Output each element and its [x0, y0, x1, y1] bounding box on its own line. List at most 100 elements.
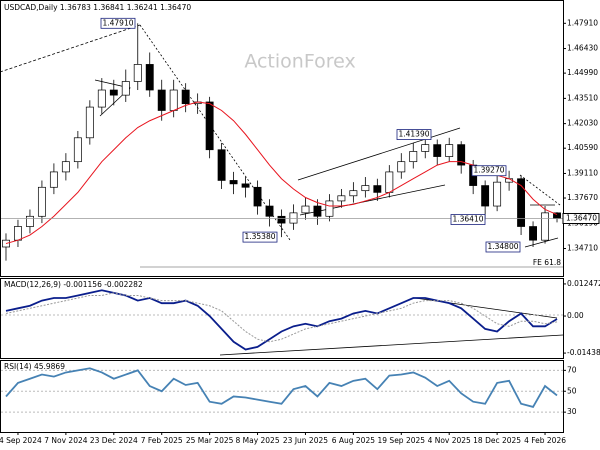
candle-body [169, 89, 178, 111]
annotation-box [396, 129, 432, 140]
candle-body [253, 186, 262, 207]
y-tick-label: 70 [567, 365, 577, 374]
rsi-panel [0, 360, 564, 433]
candle-body [289, 212, 298, 224]
last-price-box [562, 212, 600, 224]
y-tick-label: 1.34710 [567, 244, 598, 253]
x-tick-label: 19 Sep 2025 [378, 436, 426, 445]
triangle [94, 79, 131, 117]
y-tick-label: 1.46430 [567, 44, 598, 53]
candle-body [181, 89, 190, 105]
x-tick-label: 4 Nov 2025 [428, 436, 471, 445]
candle-body [26, 215, 34, 227]
annotation-label: 1.36410 [452, 215, 483, 224]
candle-body [241, 183, 250, 188]
candle-body [529, 226, 537, 241]
candle-body [385, 171, 394, 193]
candle-body [265, 205, 274, 217]
y-tick-label: 30 [567, 407, 577, 416]
candle-body [301, 205, 310, 214]
candle-body [157, 89, 166, 111]
candle-body [14, 226, 22, 241]
y-tick-label: 1.43510 [567, 93, 598, 102]
candle-body [517, 178, 526, 227]
candle-body [541, 212, 549, 241]
y-tick-label: 0.012472 [567, 279, 600, 288]
candle-body [61, 161, 70, 173]
candle-body [217, 149, 226, 181]
channel-line [297, 127, 461, 181]
y-tick-label: 1.47910 [567, 18, 598, 27]
x-tick-label: 25 Mar 2025 [186, 436, 234, 445]
annotation-label: 1.39270 [473, 166, 504, 175]
candle-body [445, 144, 454, 157]
indicator-line [5, 292, 558, 343]
annotation-box [100, 17, 136, 29]
x-tick-label: 23 Jun 2025 [283, 436, 328, 445]
annotation-box [450, 214, 486, 225]
candle-body [421, 144, 430, 152]
candle-body [277, 215, 286, 224]
candle-body [97, 89, 106, 108]
y-tick-label: 1.37670 [567, 193, 598, 202]
x-tick-label: 7 Feb 2025 [141, 436, 183, 445]
y-tick-label: -0.014389 [567, 348, 600, 357]
annotation-label: 1.47910 [102, 18, 133, 27]
y-tick-label: 1.40590 [567, 143, 598, 152]
candle-body [481, 185, 490, 207]
candle-body [325, 200, 334, 217]
indicator-line [5, 289, 558, 351]
macd-trendline [219, 334, 564, 356]
x-tick-label: 8 May 2025 [235, 436, 279, 445]
candle-body [145, 64, 154, 91]
panel-title: USDCAD,Daily 1.36783 1.36841 1.36241 1.3… [4, 3, 191, 12]
candle-body [73, 137, 82, 163]
trendline [519, 174, 561, 206]
candle-body [349, 190, 358, 197]
y-tick-label: 1.42030 [567, 119, 598, 128]
y-tick-label: 1.44990 [567, 68, 598, 77]
panel-title: RSI(14) 45.9869 [4, 362, 65, 371]
candle-body [433, 144, 442, 157]
annotation-label: 1.34800 [487, 242, 518, 251]
candle-body [409, 151, 418, 163]
price-panel [0, 0, 564, 277]
candle-body [49, 171, 58, 188]
candle-body [133, 64, 142, 82]
candle-body [361, 185, 370, 192]
x-tick-label: 6 Aug 2025 [332, 436, 375, 445]
candle-body [337, 195, 346, 202]
candle-body [313, 205, 322, 217]
candle-body [373, 185, 382, 193]
x-tick-label: 24 Sep 2024 [0, 436, 42, 445]
candle-body [205, 101, 214, 151]
annotation-box [485, 241, 521, 253]
candle-body [37, 186, 46, 217]
x-tick-label: 4 Feb 2026 [524, 436, 566, 445]
annotation-label: 1.35380 [244, 232, 275, 241]
macd-panel [0, 278, 564, 359]
moving-average [5, 101, 558, 245]
x-tick-label: 23 Dec 2024 [90, 436, 138, 445]
candle-body [457, 144, 466, 166]
annotation-box [242, 231, 278, 243]
watermark: ActionForex [244, 51, 355, 73]
candle-body [121, 81, 130, 96]
channel-line [299, 184, 446, 216]
candle-body [493, 181, 502, 207]
panel-title: MACD(12,26,9) -0.001156 -0.002282 [4, 280, 143, 289]
annotation-box [471, 165, 507, 177]
wedge-line [524, 237, 559, 248]
candle-body [109, 89, 118, 96]
y-tick-label: 50 [567, 386, 577, 395]
candle-body [85, 106, 94, 139]
y-tick-label: 0.00 [567, 311, 584, 320]
candle-body [397, 161, 406, 173]
fe-label: FE 61.8 [533, 258, 561, 267]
x-tick-label: 7 Nov 2024 [44, 436, 87, 445]
y-tick-label: 1.39110 [567, 168, 598, 177]
annotation-label: 1.41390 [398, 130, 429, 139]
x-tick-label: 18 Dec 2025 [473, 436, 521, 445]
